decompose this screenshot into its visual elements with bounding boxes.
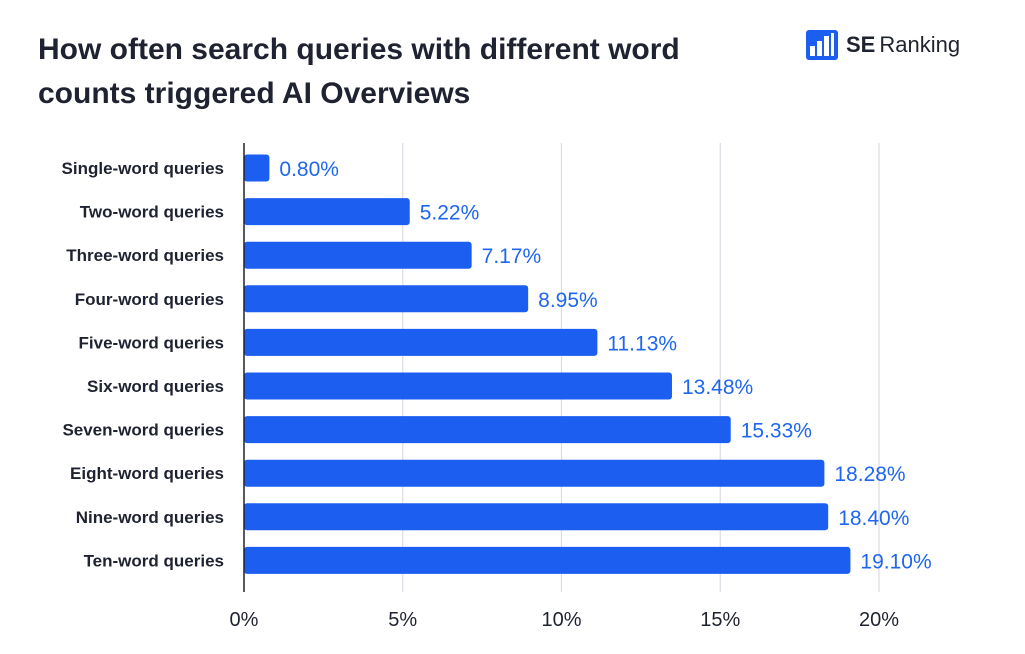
- value-label-1: 0.80%: [279, 158, 339, 181]
- value-label-9: 18.40%: [838, 507, 909, 530]
- bar-4: [244, 285, 529, 313]
- x-tick-label-20: 20%: [859, 609, 899, 631]
- bar-6: [244, 372, 672, 400]
- x-tick-label-10: 10%: [541, 609, 581, 631]
- bar-3: [244, 241, 472, 269]
- category-label-7: Seven-word queries: [62, 421, 224, 440]
- value-label-5: 11.13%: [607, 332, 677, 355]
- value-label-7: 15.33%: [741, 420, 812, 443]
- brand-name: SE Ranking: [846, 32, 960, 58]
- bar-7: [244, 416, 731, 444]
- bar-2: [244, 198, 410, 226]
- category-label-5: Five-word queries: [79, 333, 224, 352]
- category-label-9: Nine-word queries: [76, 508, 224, 527]
- x-tick-label-5: 5%: [388, 609, 417, 631]
- value-label-4: 8.95%: [538, 289, 598, 312]
- category-label-8: Eight-word queries: [70, 464, 224, 483]
- bar-5: [244, 328, 598, 356]
- chart-title: How often search queries with different …: [38, 33, 680, 110]
- bar-8: [244, 459, 825, 487]
- category-label-4: Four-word queries: [75, 290, 224, 309]
- brand-name-regular: Ranking: [879, 32, 961, 57]
- value-label-3: 7.17%: [482, 245, 542, 268]
- x-tick-label-15: 15%: [700, 609, 740, 631]
- category-label-3: Three-word queries: [66, 246, 224, 265]
- x-tick-label-0: 0%: [230, 609, 259, 631]
- bar-chart-logo-icon: [806, 30, 838, 60]
- bar-1: [244, 154, 270, 182]
- category-label-2: Two-word queries: [80, 203, 224, 222]
- category-label-10: Ten-word queries: [84, 551, 224, 570]
- category-label-1: Single-word queries: [62, 159, 224, 178]
- value-label-8: 18.28%: [834, 463, 905, 486]
- bar-10: [244, 546, 851, 574]
- brand-name-bold: SE: [846, 32, 876, 57]
- category-label-6: Six-word queries: [87, 377, 224, 396]
- value-label-10: 19.10%: [860, 550, 931, 573]
- value-label-2: 5.22%: [420, 202, 480, 225]
- brand-logo: SE Ranking: [806, 28, 960, 62]
- bar-9: [244, 503, 829, 531]
- value-label-6: 13.48%: [682, 376, 753, 399]
